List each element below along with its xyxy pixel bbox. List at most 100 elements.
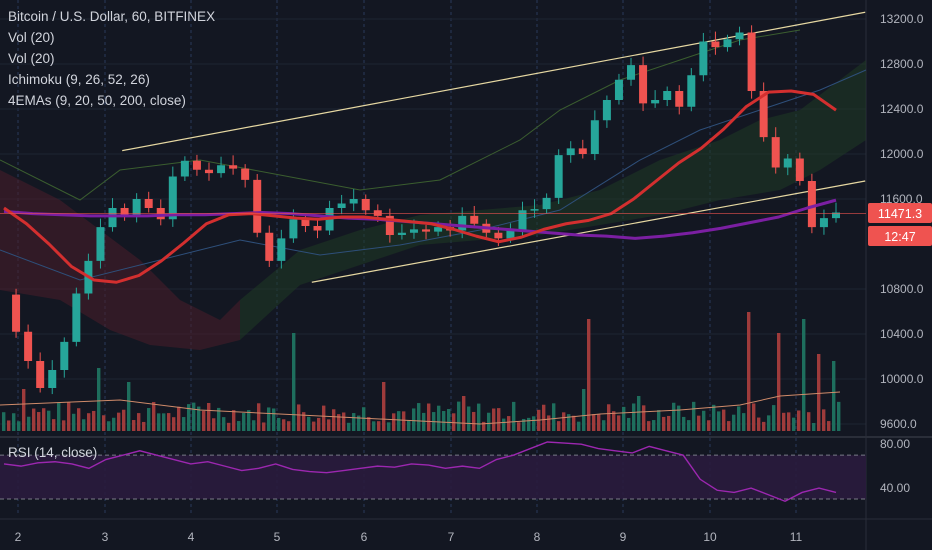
volume-bar <box>7 420 11 431</box>
last-price-badge-bg <box>868 203 932 223</box>
rsi-line <box>3 441 837 502</box>
volume-bar <box>762 421 766 431</box>
volume-bar <box>617 415 621 431</box>
chikou-span <box>0 29 801 201</box>
candle-body <box>397 232 406 235</box>
volume-bar <box>347 422 351 431</box>
candle-body <box>506 230 515 239</box>
volume-bar <box>107 421 111 431</box>
volume-bar <box>357 415 361 431</box>
candle-body <box>542 197 551 210</box>
volume-bar <box>142 421 146 431</box>
volume-bar <box>582 389 586 431</box>
volume-bar <box>552 403 556 431</box>
time-tick-label: 9 <box>620 530 627 544</box>
candle-body <box>108 208 117 228</box>
volume-bar <box>42 408 46 431</box>
volume-bar <box>332 409 336 431</box>
volume-bar <box>447 409 451 431</box>
volume-bar <box>92 410 96 431</box>
volume-bar <box>792 417 796 431</box>
rsi-tick-label: 80.00 <box>880 437 910 451</box>
candle-body <box>627 65 636 80</box>
volume-bar <box>282 419 286 431</box>
volume-bar <box>697 415 701 431</box>
legend-emas[interactable]: 4EMAs (9, 20, 50, 200, close) <box>8 93 186 108</box>
volume-bar <box>147 408 151 431</box>
volume-bar <box>512 401 516 431</box>
volume-ma <box>0 391 841 425</box>
volume-bar <box>442 411 446 431</box>
volume-bar <box>767 415 771 431</box>
volume-bar <box>772 405 776 431</box>
volume-bar <box>557 421 561 431</box>
volume-bar <box>517 422 521 431</box>
price-tick-label: 13200.0 <box>880 12 924 26</box>
volume-bar <box>197 406 201 431</box>
axes: 13200.0 12800.0 12400.0 12000.0 11600.0 10800… <box>15 12 924 544</box>
volume-bar <box>702 410 706 431</box>
volume-bar <box>477 403 481 431</box>
countdown-badge: 12:47 <box>884 230 915 244</box>
time-tick-label: 8 <box>534 530 541 544</box>
volume-bar <box>392 413 396 431</box>
volume-bar <box>157 413 161 431</box>
volume-bar <box>172 417 176 431</box>
volume-bar <box>152 401 156 431</box>
volume-bar <box>287 421 291 431</box>
volume-bar <box>672 402 676 431</box>
candle-body <box>144 199 153 208</box>
volume-bar <box>367 417 371 431</box>
price-tick-label: 12800.0 <box>880 57 924 71</box>
volume-bar <box>72 413 76 431</box>
legend-vol-1[interactable]: Vol (20) <box>8 30 55 45</box>
candle-body <box>663 91 672 100</box>
countdown-badge-bg <box>868 226 932 246</box>
legend-title[interactable]: Bitcoin / U.S. Dollar, 60, BITFINEX <box>8 9 216 24</box>
volume-bar <box>162 413 166 431</box>
volume-bar <box>132 420 136 431</box>
volume-bar <box>677 405 681 431</box>
candle-body <box>180 160 189 177</box>
volume-bar <box>47 410 51 431</box>
volume-bar <box>562 412 566 431</box>
volume-bar <box>127 382 131 431</box>
candle-body <box>687 75 696 107</box>
candle-body <box>265 232 274 261</box>
time-tick-label: 11 <box>790 530 803 544</box>
time-tick-label: 3 <box>102 530 109 544</box>
price-tick-label: 10400.0 <box>880 327 924 341</box>
candle-body <box>651 100 660 104</box>
legend-rsi[interactable]: RSI (14, close) <box>8 445 98 460</box>
candle-body <box>807 181 816 228</box>
volume-bar <box>597 414 601 431</box>
volume-bar <box>122 409 126 431</box>
candle-body <box>289 219 298 239</box>
volume-bar <box>327 419 331 431</box>
candle-body <box>639 65 648 104</box>
volume-bar <box>17 421 21 431</box>
volume-bar <box>192 402 196 431</box>
volume-bar <box>37 412 41 431</box>
volume-bar <box>732 414 736 431</box>
volume-bar <box>602 420 606 431</box>
volume-bar <box>787 412 791 431</box>
candle-body <box>675 91 684 107</box>
candle-body <box>422 229 431 232</box>
volume-bar <box>647 421 651 431</box>
volume-bar <box>777 333 781 431</box>
candle-body <box>566 148 575 156</box>
price-tick-label: 12400.0 <box>880 102 924 116</box>
time-tick-label: 10 <box>703 530 717 544</box>
legend-ichimoku[interactable]: Ichimoku (9, 26, 52, 26) <box>8 72 150 87</box>
candle-body <box>48 370 57 388</box>
candle-body <box>96 227 105 261</box>
volume-bar <box>637 396 641 431</box>
candlesticks <box>12 25 840 395</box>
volume-bar <box>22 389 26 431</box>
legend-vol-2[interactable]: Vol (20) <box>8 51 55 66</box>
volume-bar <box>497 408 501 431</box>
volume-bar <box>657 410 661 431</box>
volume-bar <box>12 413 16 431</box>
